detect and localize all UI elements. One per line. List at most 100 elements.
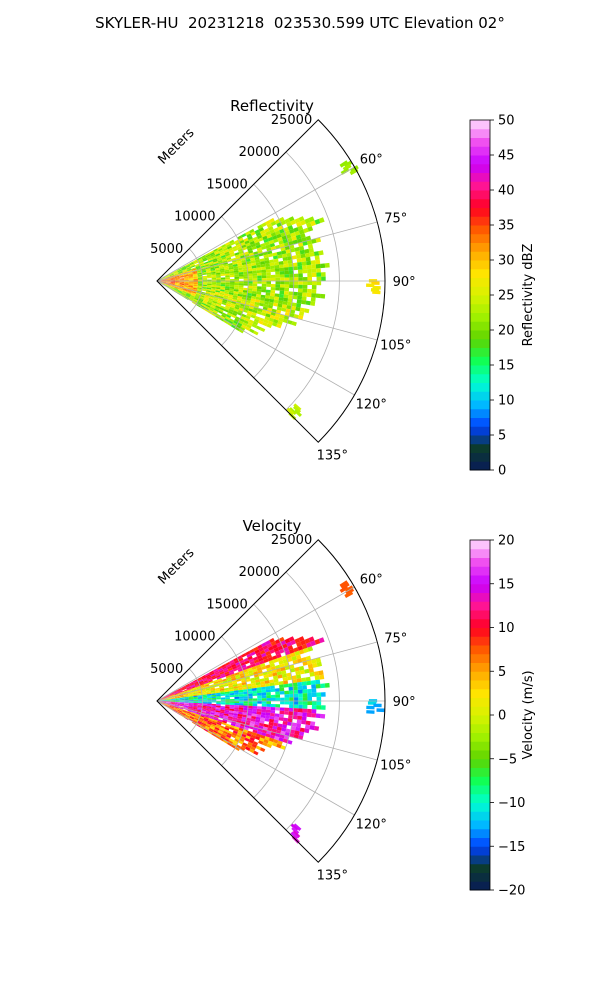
radar-cell	[230, 275, 235, 277]
radar-cell	[239, 703, 244, 705]
radar-cell	[257, 701, 262, 704]
radar-cell	[207, 702, 212, 704]
radar-cell	[252, 271, 257, 274]
radar-cell	[230, 695, 235, 697]
radar-cell	[248, 706, 253, 709]
radar-cell	[275, 704, 280, 707]
radar-cell	[248, 708, 253, 711]
radar-cell	[312, 268, 317, 272]
radar-cell	[294, 697, 299, 701]
colorbar-segment	[470, 365, 490, 374]
radar-cell	[289, 694, 294, 698]
range-tick-label: 20000	[239, 565, 280, 580]
colorbar-tick-label: 5	[498, 429, 506, 444]
radar-cell	[252, 693, 257, 696]
radar-cell	[311, 264, 316, 269]
radar-cell	[309, 252, 314, 257]
radar-cell	[279, 294, 284, 298]
radar-cell	[262, 286, 267, 289]
radar-cell	[302, 261, 307, 265]
colorbar-tick-label: 20	[498, 324, 515, 339]
radar-cell	[279, 291, 284, 295]
radar-cell	[280, 691, 285, 695]
radar-cell	[302, 296, 307, 300]
colorbar-segment	[470, 724, 490, 733]
radar-cell	[279, 261, 284, 265]
radar-cell	[212, 698, 217, 700]
radar-cell	[298, 270, 303, 274]
radar-cell	[271, 698, 276, 701]
radar-cell	[294, 285, 299, 289]
radar-cell	[294, 277, 299, 281]
colorbar-segment	[470, 391, 490, 400]
radar-cell	[221, 697, 226, 699]
colorbar-segment	[470, 566, 490, 575]
radar-cell	[305, 253, 310, 258]
radar-cell	[311, 680, 316, 685]
colorbar-segment	[470, 453, 490, 462]
radar-cell	[212, 278, 217, 280]
radar-cell	[279, 681, 284, 685]
radar-cell	[230, 283, 235, 285]
radar-cell	[257, 281, 262, 284]
radar-cell	[270, 686, 275, 690]
colorbar-segment	[470, 540, 490, 549]
radar-cell	[225, 277, 230, 279]
radar-cell	[298, 266, 303, 270]
radar-cell	[280, 278, 285, 281]
radar-cell	[283, 298, 288, 302]
colorbar-segment	[470, 260, 490, 269]
radar-cell	[266, 686, 271, 689]
colorbar-segment	[470, 698, 490, 707]
radar-cell	[252, 706, 257, 709]
radar-cell	[248, 693, 253, 696]
radar-cell	[239, 285, 244, 288]
colorbar-segment	[470, 199, 490, 208]
colorbar-tick-label: −20	[498, 884, 525, 899]
radar-cell	[275, 275, 280, 278]
radar-cell	[266, 707, 271, 710]
radar-cell	[225, 697, 230, 699]
radar-cell	[230, 705, 235, 707]
radar-cell	[280, 284, 285, 287]
radar-cell	[280, 271, 285, 275]
radar-cell	[307, 289, 312, 293]
range-tick-label: 5000	[150, 242, 183, 257]
radar-cell	[302, 712, 307, 716]
radar-cell	[279, 268, 284, 272]
radar-cell	[301, 677, 306, 681]
radar-cell	[275, 271, 280, 274]
radar-cell	[289, 687, 294, 691]
radar-cell	[312, 273, 317, 277]
distant-echo-cell	[373, 704, 381, 708]
radar-cell	[312, 285, 317, 289]
radar-cell	[293, 690, 298, 694]
colorbar-segment	[470, 251, 490, 260]
colorbar-segment	[470, 173, 490, 182]
radar-cell	[243, 288, 248, 291]
radar-cell	[266, 698, 271, 701]
radar-cell	[243, 708, 248, 711]
radar-cell	[289, 701, 294, 705]
radar-cell	[312, 709, 317, 713]
colorbar-segment	[470, 663, 490, 672]
radar-cell	[280, 701, 285, 704]
radar-cell	[285, 694, 290, 698]
colorbar-segment	[470, 558, 490, 567]
distant-echo-cell	[376, 708, 384, 712]
radar-cell	[248, 273, 253, 276]
radar-cell	[275, 707, 280, 710]
radar-cell	[289, 711, 294, 715]
radar-cell	[289, 284, 294, 288]
radar-cell	[312, 688, 317, 692]
radar-cell	[302, 681, 307, 685]
radar-cell	[262, 701, 267, 704]
azimuth-tick-label: 60°	[360, 572, 383, 587]
colorbar-segment	[470, 785, 490, 794]
radar-cell	[280, 707, 285, 711]
colorbar-tick-label: −5	[498, 752, 517, 767]
colorbar-segment	[470, 234, 490, 243]
radar-cell	[271, 284, 276, 287]
radar-cell	[279, 264, 284, 268]
